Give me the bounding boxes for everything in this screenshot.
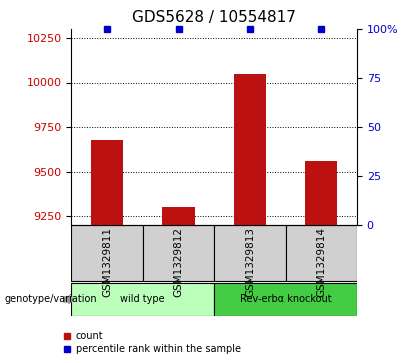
Bar [71, 283, 214, 316]
Title: GDS5628 / 10554817: GDS5628 / 10554817 [132, 10, 296, 25]
Text: GSM1329813: GSM1329813 [245, 227, 255, 297]
Text: wild type: wild type [121, 294, 165, 305]
Text: GSM1329811: GSM1329811 [102, 227, 112, 297]
Bar [71, 225, 143, 281]
Bar [234, 74, 266, 225]
Text: genotype/variation: genotype/variation [4, 294, 97, 305]
Bar [286, 225, 357, 281]
Bar [163, 207, 194, 225]
Bar [91, 139, 123, 225]
Text: GSM1329812: GSM1329812 [173, 227, 184, 297]
Bar [214, 283, 357, 316]
Bar [143, 225, 214, 281]
Legend: count, percentile rank within the sample: count, percentile rank within the sample [60, 327, 245, 358]
Bar [305, 161, 337, 225]
Text: GSM1329814: GSM1329814 [316, 227, 326, 297]
Bar [214, 225, 286, 281]
Text: Rev-erbα knockout: Rev-erbα knockout [240, 294, 331, 305]
